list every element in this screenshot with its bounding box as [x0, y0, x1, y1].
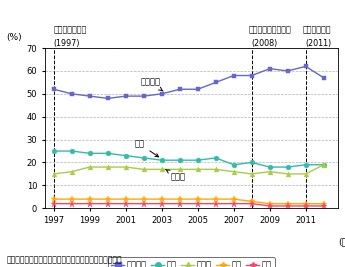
Text: 東日本大震災: 東日本大震災: [302, 26, 331, 35]
Text: (%): (%): [7, 33, 22, 42]
Text: リーマン・ショック: リーマン・ショック: [248, 26, 291, 35]
Text: アジア: アジア: [166, 170, 186, 182]
Text: アジア通貨危機: アジア通貨危機: [54, 26, 87, 35]
Text: 日本: 日本: [135, 139, 159, 157]
Text: 資料：経済産業省「海外事業活動基本調査」から作成。: 資料：経済産業省「海外事業活動基本調査」から作成。: [7, 255, 122, 264]
Text: (2008): (2008): [252, 39, 278, 48]
Text: (年): (年): [338, 237, 345, 246]
Text: 現地国内: 現地国内: [140, 78, 163, 91]
Text: (1997): (1997): [54, 39, 80, 48]
Legend: 現地国内, 日本, アジア, 北米, 欧州: 現地国内, 日本, アジア, 北米, 欧州: [108, 257, 275, 267]
Text: (2011): (2011): [306, 39, 332, 48]
